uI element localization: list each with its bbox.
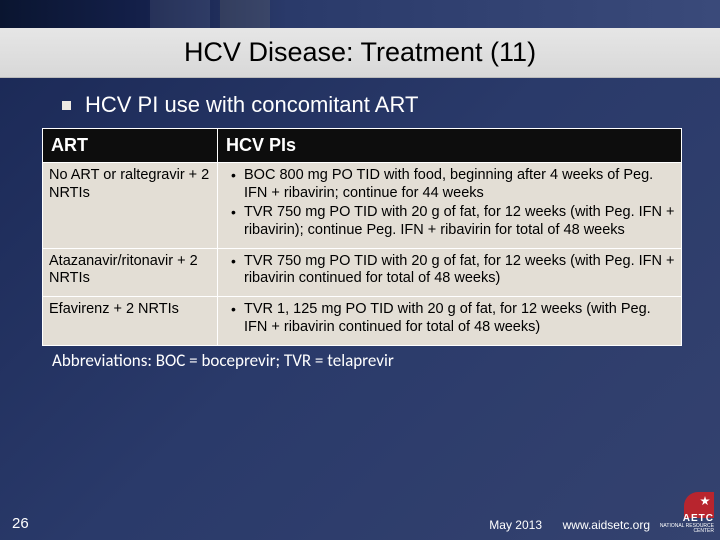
art-cell: Efavirenz + 2 NRTIs xyxy=(43,297,218,345)
art-cell: Atazanavir/ritonavir + 2 NRTIs xyxy=(43,248,218,296)
hcv-cell: TVR 1, 125 mg PO TID with 20 g of fat, f… xyxy=(218,297,682,345)
subheading-text: HCV PI use with concomitant ART xyxy=(85,92,418,117)
logo-text: AETC NATIONAL RESOURCE CENTER xyxy=(656,514,714,534)
footer-url: www.aidsetc.org xyxy=(563,518,650,532)
slide-number: 26 xyxy=(12,515,29,532)
footer-date: May 2013 xyxy=(489,518,542,532)
table-header-row: ART HCV PIs xyxy=(43,129,682,163)
slide-title: HCV Disease: Treatment (11) xyxy=(184,37,536,68)
decorative-top-bar xyxy=(0,0,720,28)
footer: 26 May 2013 www.aidsetc.org AETC NATIONA… xyxy=(0,508,720,536)
title-bar: HCV Disease: Treatment (11) xyxy=(0,28,720,78)
art-cell: No ART or raltegravir + 2 NRTIs xyxy=(43,163,218,249)
aetc-logo: AETC NATIONAL RESOURCE CENTER xyxy=(656,492,714,534)
list-item: TVR 750 mg PO TID with 20 g of fat, for … xyxy=(224,204,675,239)
treatment-table: ART HCV PIs No ART or raltegravir + 2 NR… xyxy=(42,128,682,346)
list-item: TVR 750 mg PO TID with 20 g of fat, for … xyxy=(224,253,675,288)
list-item: TVR 1, 125 mg PO TID with 20 g of fat, f… xyxy=(224,301,675,336)
table-row: Atazanavir/ritonavir + 2 NRTIs TVR 750 m… xyxy=(43,248,682,296)
bullet-square-icon xyxy=(62,101,71,110)
abbreviations: Abbreviations: BOC = boceprevir; TVR = t… xyxy=(52,350,720,371)
header-hcv: HCV PIs xyxy=(218,129,682,163)
table-row: No ART or raltegravir + 2 NRTIs BOC 800 … xyxy=(43,163,682,249)
hcv-cell: TVR 750 mg PO TID with 20 g of fat, for … xyxy=(218,248,682,296)
subheading: HCV PI use with concomitant ART xyxy=(62,92,720,118)
table-row: Efavirenz + 2 NRTIs TVR 1, 125 mg PO TID… xyxy=(43,297,682,345)
hcv-cell: BOC 800 mg PO TID with food, beginning a… xyxy=(218,163,682,249)
header-art: ART xyxy=(43,129,218,163)
list-item: BOC 800 mg PO TID with food, beginning a… xyxy=(224,167,675,202)
